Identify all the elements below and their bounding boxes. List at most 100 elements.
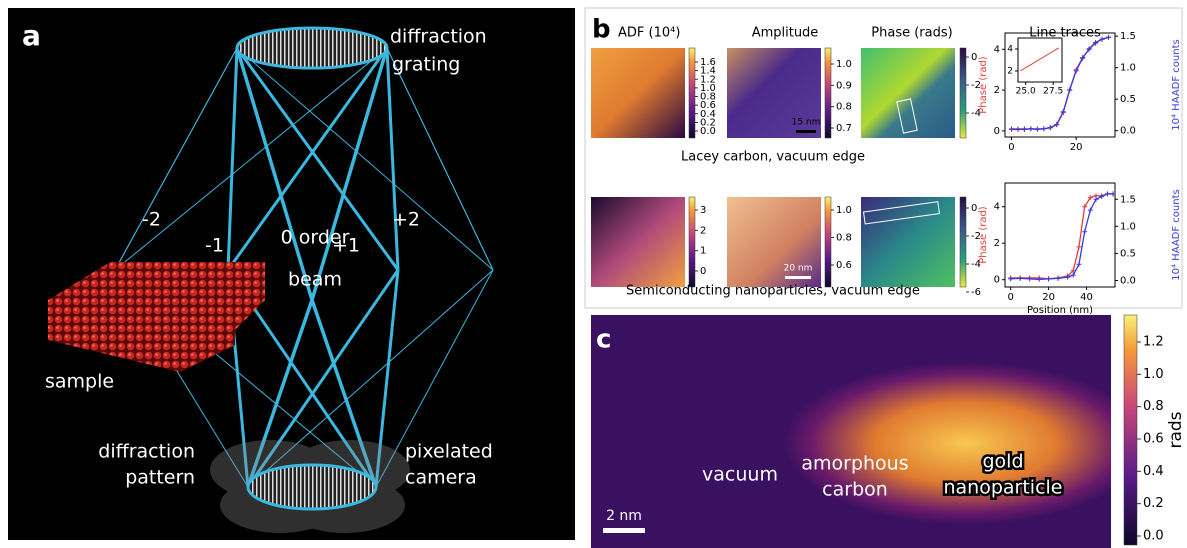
y-tick-label: 4 [994, 44, 1000, 55]
region-label: carbon [822, 479, 888, 501]
beam [246, 269, 400, 488]
colorbar-tick-label: 0.6 [700, 100, 716, 111]
beam [236, 47, 494, 271]
colorbar-tick-label: 0 [971, 52, 977, 63]
label: +1 [332, 235, 360, 257]
label: sample [45, 371, 114, 393]
colorbar-tick-label: 0 [971, 203, 977, 214]
beam [114, 47, 388, 271]
label: -1 [205, 235, 224, 257]
colorbar-tick-label: 1.2 [700, 74, 716, 85]
colorbar-tick-label: 0.0 [700, 126, 716, 137]
y2-tick-label: 1.5 [1120, 31, 1136, 42]
label: +2 [392, 209, 420, 231]
trace-point [1054, 121, 1060, 127]
x-tick-label: 25.0 [1016, 87, 1036, 97]
label: diffraction [98, 441, 195, 463]
trace-point [1036, 276, 1042, 282]
beam [310, 47, 389, 301]
trace-point [1110, 191, 1116, 197]
trace-point [1027, 276, 1033, 282]
trace-point [1034, 126, 1040, 132]
trace-point [1076, 261, 1082, 267]
region-label: amorphous [801, 453, 908, 475]
y2-tick-label: 1.0 [1120, 63, 1136, 74]
colorbar-tick-label: 1 [700, 246, 706, 257]
scale-bar [796, 130, 816, 133]
beam [247, 269, 494, 488]
label: pattern [125, 467, 195, 489]
beam [310, 299, 378, 488]
colorbar-tick-label: -6 [971, 287, 981, 298]
sample-crystal [48, 262, 265, 372]
column-header: Amplitude [752, 26, 819, 41]
trace-point [1099, 194, 1105, 200]
trace-point [1087, 207, 1093, 213]
roi-box [896, 98, 918, 134]
region-label: nanoparticle [943, 477, 1062, 499]
beam [386, 47, 494, 271]
label: pixelated [405, 441, 493, 463]
trace-point [1065, 274, 1071, 280]
colorbar-tick-label: -2 [971, 231, 981, 242]
plot-frame [1004, 32, 1116, 138]
beam [385, 47, 400, 271]
trace-point [1080, 55, 1086, 61]
y2-axis-label: 10⁴ HAADF counts [1171, 39, 1182, 130]
trace-point [1021, 126, 1027, 132]
colorbar-tick-label: 1.0 [1143, 367, 1164, 382]
trace-point [1093, 39, 1099, 45]
image [727, 197, 821, 287]
column-header: ADF (10⁴) [618, 26, 680, 41]
image [591, 197, 685, 287]
beam [375, 269, 494, 488]
label: 20 nm [784, 264, 813, 274]
colorbar-tick-label: 1.0 [836, 205, 852, 216]
colorbar-tick-label: 3 [700, 205, 706, 216]
label: 15 nm [792, 118, 821, 128]
trace-point [1028, 126, 1034, 132]
image [727, 48, 821, 138]
x-tick-label: 0 [1008, 142, 1014, 153]
trace-point [1106, 34, 1112, 40]
phase-image [591, 315, 1111, 548]
y-tick-label: 0 [994, 275, 1000, 286]
y2-tick-label: 0.5 [1120, 248, 1136, 259]
colorbar-tick-label: 0.8 [836, 102, 852, 113]
trace-point [1055, 275, 1061, 281]
inset-line [1019, 47, 1059, 72]
x-tick-label: 20 [1042, 292, 1055, 303]
colorbar-tick-label: -4 [971, 259, 981, 270]
label: a [22, 19, 41, 52]
column-header: Phase (rads) [871, 26, 952, 41]
x-tick-label: 0 [1008, 292, 1014, 303]
caption: Semiconducting nanoparticles, vacuum edg… [626, 284, 920, 299]
trace-point [1008, 126, 1014, 132]
colorbar [1123, 314, 1138, 546]
region-label: vacuum [702, 464, 778, 486]
beam [114, 47, 238, 271]
colorbar [688, 47, 696, 139]
colorbar [824, 196, 832, 288]
y-axis-label: Phase (rad) [978, 56, 989, 114]
y-tick-label: 2 [994, 238, 1000, 249]
label: c [596, 325, 611, 355]
inset-frame [1017, 37, 1063, 83]
beam [374, 269, 400, 488]
trace-point [1082, 229, 1088, 235]
colorbar-tick-label: 0.8 [700, 92, 716, 103]
colorbar-tick-label: 0.2 [700, 117, 716, 128]
colorbar-tick-label: 0.4 [700, 109, 716, 120]
beam [235, 47, 314, 301]
beam [235, 47, 400, 271]
colorbar-tick-label: 1.0 [836, 59, 852, 70]
caption: Lacey carbon, vacuum edge [681, 150, 865, 165]
colorbar-tick-label: 0 [700, 266, 706, 277]
colorbar [959, 47, 967, 139]
trace-point [1041, 126, 1047, 132]
beam [226, 47, 389, 271]
colorbar [824, 47, 832, 139]
y2-tick-label: 1.0 [1120, 221, 1136, 232]
colorbar-tick-label: -2 [971, 80, 981, 91]
